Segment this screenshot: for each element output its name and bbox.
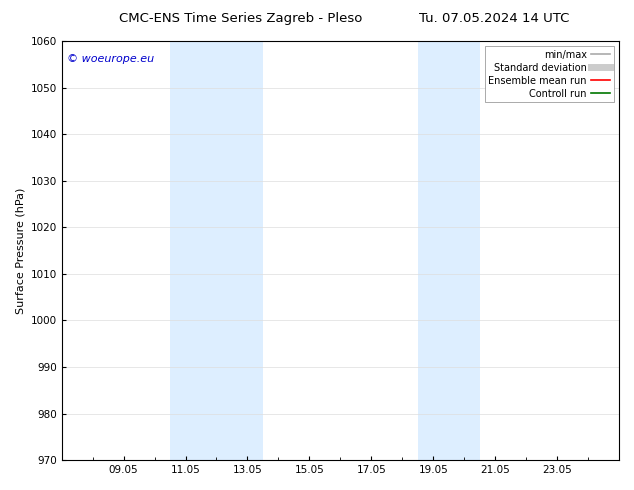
Text: CMC-ENS Time Series Zagreb - Pleso: CMC-ENS Time Series Zagreb - Pleso	[119, 12, 363, 25]
Legend: min/max, Standard deviation, Ensemble mean run, Controll run: min/max, Standard deviation, Ensemble me…	[484, 46, 614, 102]
Text: Tu. 07.05.2024 14 UTC: Tu. 07.05.2024 14 UTC	[419, 12, 570, 25]
Y-axis label: Surface Pressure (hPa): Surface Pressure (hPa)	[15, 187, 25, 314]
Bar	[418, 41, 480, 460]
Text: © woeurope.eu: © woeurope.eu	[67, 53, 154, 64]
Bar	[170, 41, 263, 460]
